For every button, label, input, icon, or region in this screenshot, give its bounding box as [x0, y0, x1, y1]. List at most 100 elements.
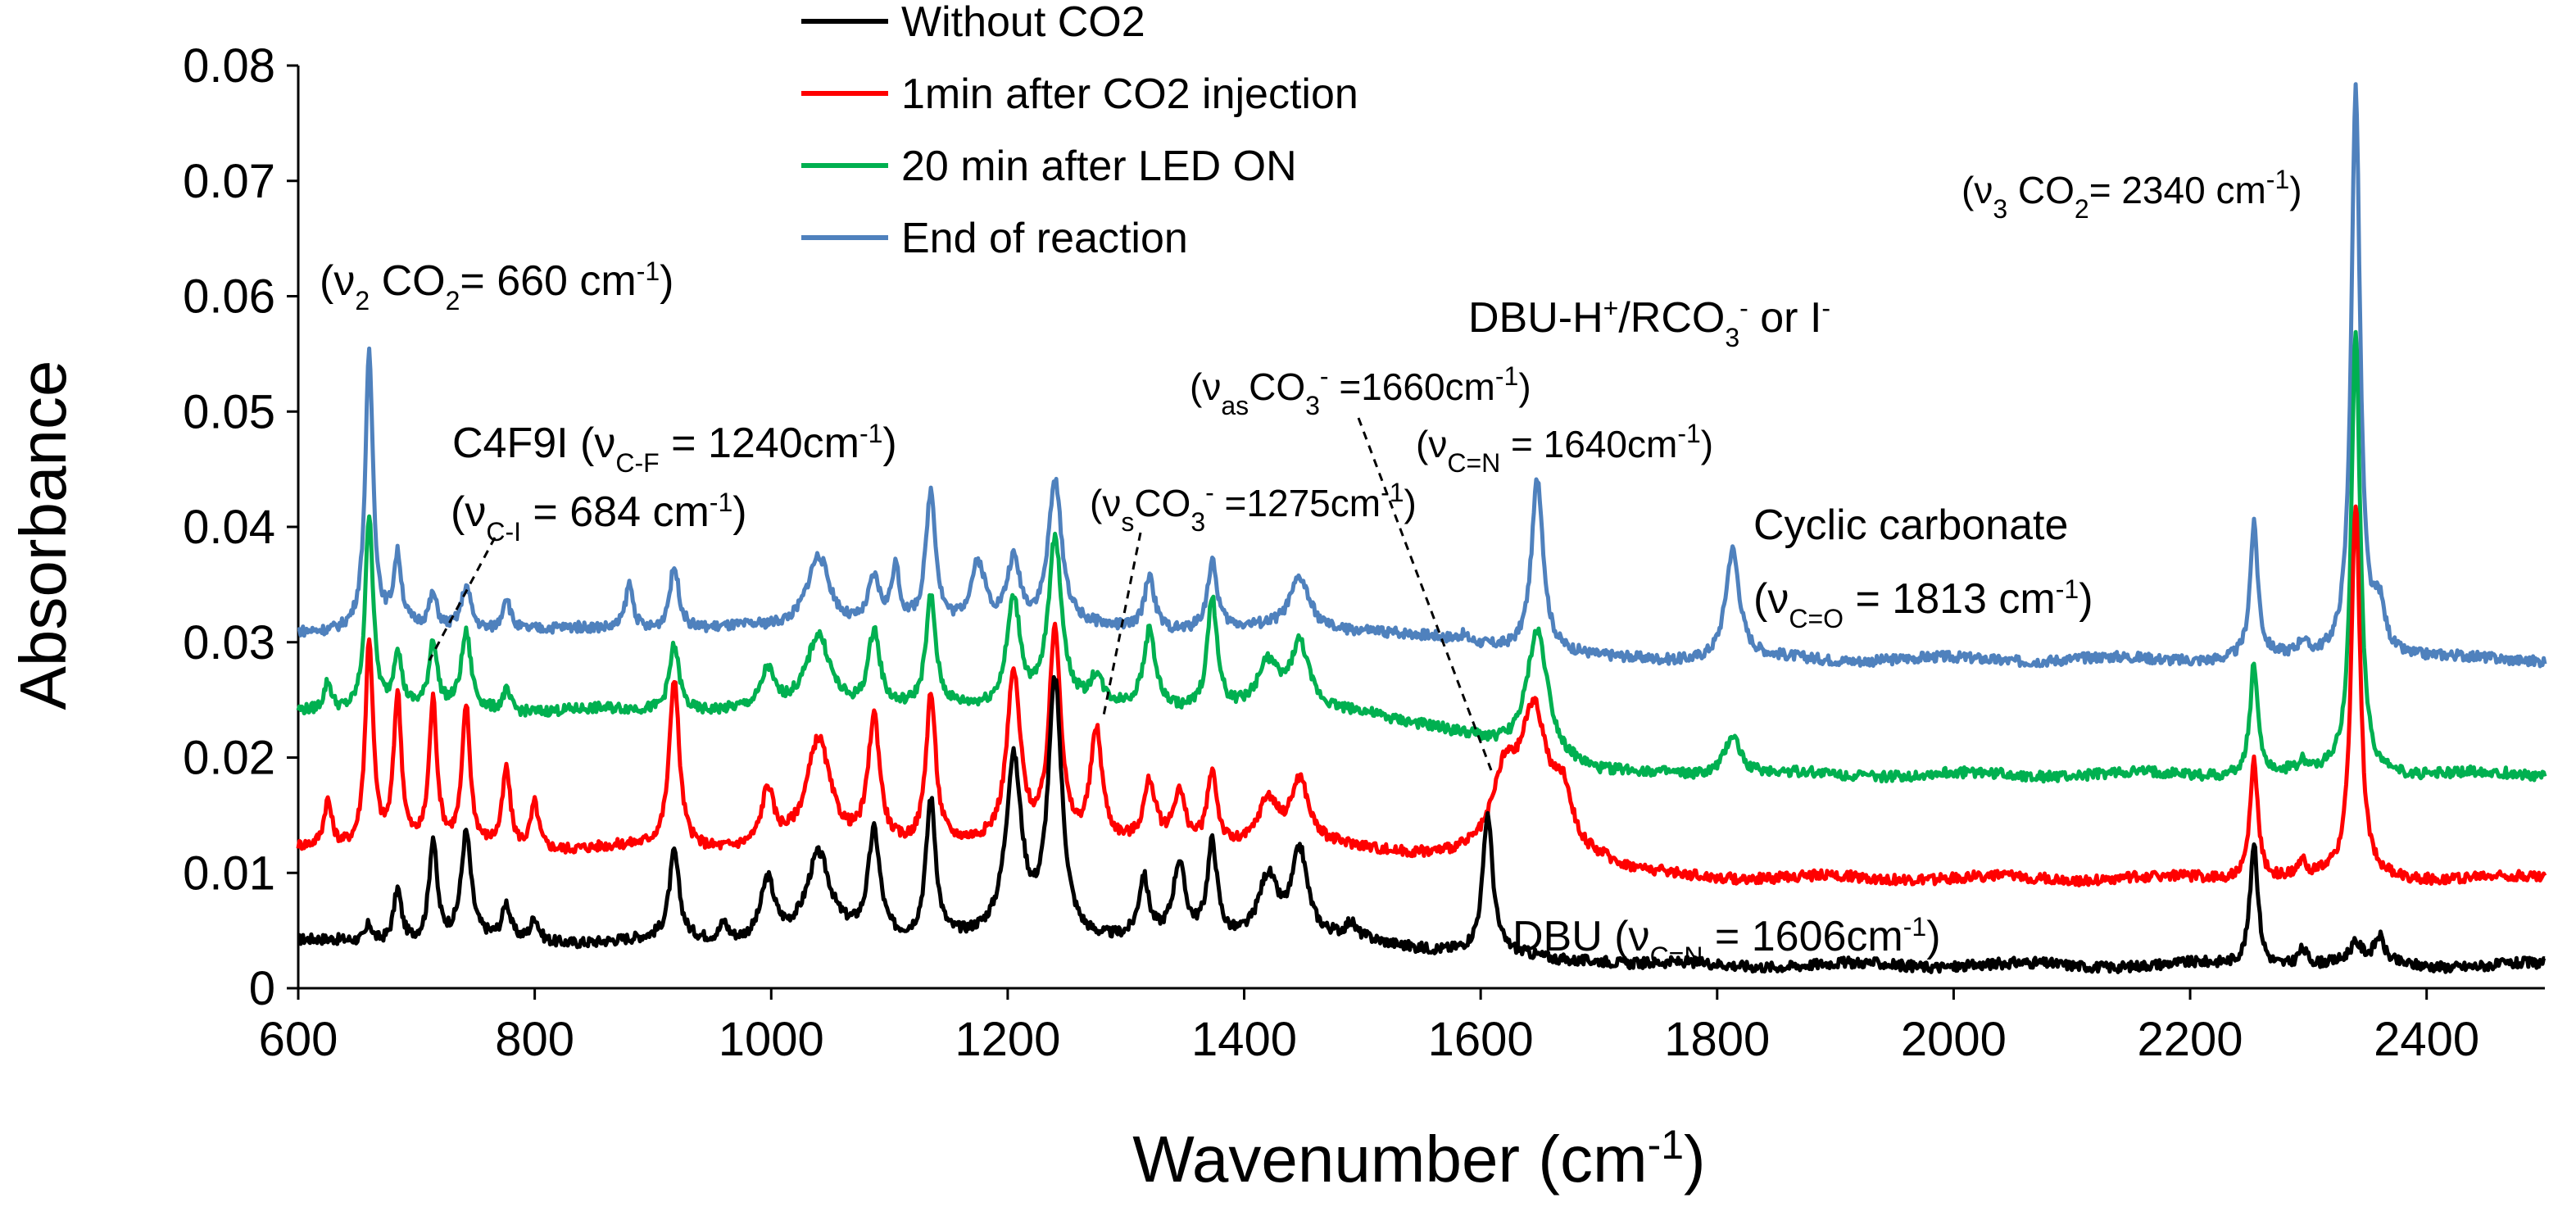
annotation-part: )	[1701, 423, 1713, 465]
annotation-part: -1	[1677, 419, 1700, 448]
annotation-part: )	[2079, 575, 2093, 623]
y-tick-label: 0.02	[183, 732, 275, 785]
annotation-part: -1	[2056, 574, 2079, 604]
annotation-part: CO	[2007, 169, 2075, 211]
annotation-part: -1	[1381, 478, 1404, 507]
annotation-part: = 1240cm	[660, 420, 859, 467]
annotation-part: 2	[446, 286, 460, 315]
annotation-part: Cyclic carbonate	[1753, 501, 2068, 549]
annotation-part: C4F9I (ν	[452, 420, 615, 467]
annotation-part: (ν	[1190, 365, 1221, 408]
annotation-part: )	[882, 420, 896, 467]
annotation-part: s	[1121, 507, 1134, 537]
annotation-7: (νC=N = 1640cm-1)	[1416, 419, 1713, 478]
x-axis-title: Wavenumber (cm-1)	[1132, 1122, 1705, 1196]
y-tick-label: 0.01	[183, 846, 275, 900]
annotation-5: DBU-H+/RCO3- or I-	[1468, 293, 1830, 352]
annotation-part: CO	[370, 257, 445, 305]
annotation-leader-1	[1101, 532, 1142, 720]
annotation-part: (ν	[320, 257, 355, 305]
annotation-part: -	[1739, 293, 1748, 323]
chart-legend: Without CO2 1min after CO2 injection 20 mi…	[801, 0, 1358, 262]
chart-axes: 0 0.01 0.02 0.03 0.04 0.05 0.06 0.07 0.08 600 800 1…	[183, 39, 2545, 1066]
annotation-part: 3	[1725, 323, 1739, 352]
annotation-leaders	[428, 417, 1493, 771]
annotation-leader-2	[1357, 417, 1493, 771]
annotation-part: =1660cm	[1329, 365, 1495, 408]
x-axis-title-sup: -1	[1648, 1122, 1684, 1168]
annotation-part: 2	[2075, 194, 2089, 224]
legend-label-0: Without CO2	[901, 0, 1145, 46]
y-tick-label: 0.04	[183, 501, 275, 554]
x-tick-label: 1400	[1191, 1013, 1297, 1066]
annotation-part: = 1640cm	[1500, 423, 1677, 465]
annotation-part: -1	[710, 488, 732, 517]
annotation-1: (ν3 CO2= 2340 cm-1)	[1961, 165, 2302, 224]
annotation-part: -1	[1495, 361, 1518, 391]
annotation-2: C4F9I (νC-F = 1240cm-1)	[452, 419, 897, 478]
annotation-part: )	[1404, 482, 1417, 524]
legend-label-1: 1min after CO2 injection	[901, 70, 1358, 118]
annotation-part: 2	[355, 286, 370, 315]
x-tick-label: 600	[259, 1013, 338, 1066]
x-tick-label: 800	[495, 1013, 574, 1066]
x-tick-label: 1000	[719, 1013, 824, 1066]
annotation-8: Cyclic carbonate	[1753, 501, 2068, 549]
chart-series	[296, 82, 2547, 974]
annotation-part: = 1813 cm	[1844, 575, 2056, 623]
y-tick-label: 0.07	[183, 155, 275, 208]
y-tick-label: 0.08	[183, 39, 275, 93]
annotation-part: as	[1221, 391, 1249, 420]
annotation-part: C=N	[1650, 942, 1703, 971]
annotation-part: (ν	[1416, 423, 1447, 465]
annotation-part: -	[1320, 361, 1329, 391]
x-tick-label: 2200	[2138, 1013, 2243, 1066]
annotation-part: 3	[1190, 507, 1205, 537]
annotation-part: C=N	[1447, 448, 1500, 478]
x-tick-label: 2000	[1901, 1013, 2007, 1066]
annotation-part: CO	[1134, 482, 1190, 524]
annotation-part: = 2340 cm	[2089, 169, 2266, 211]
annotation-10: DBU (νC=N = 1606cm-1)	[1512, 912, 1941, 971]
annotation-part: -1	[1903, 912, 1926, 942]
annotation-part: (ν	[1753, 575, 1789, 623]
annotation-part: )	[2289, 169, 2302, 211]
series-line-3	[297, 82, 2547, 669]
annotation-part: )	[1518, 365, 1531, 408]
y-tick-label: 0.05	[183, 385, 275, 438]
series-line-2	[296, 329, 2547, 784]
annotation-part: -1	[859, 419, 882, 448]
annotation-part: -	[1821, 293, 1830, 323]
annotation-part: (ν	[1961, 169, 1993, 211]
annotation-part: = 684 cm	[521, 488, 710, 536]
annotation-part: DBU-H	[1468, 294, 1603, 342]
annotation-part: (ν	[451, 488, 486, 536]
annotation-part: )	[660, 257, 673, 305]
series-line-0	[297, 674, 2547, 974]
x-tick-label: 1200	[955, 1013, 1060, 1066]
x-tick-label: 1600	[1428, 1013, 1534, 1066]
annotation-9: (νC=O = 1813 cm-1)	[1753, 574, 2093, 633]
annotation-part: /RCO	[1618, 294, 1725, 342]
annotation-6: (νasCO3- =1660cm-1)	[1190, 361, 1531, 420]
annotation-4: (νsCO3- =1275cm-1)	[1090, 478, 1417, 537]
y-tick-label: 0.03	[183, 616, 275, 669]
chart-annotations: (ν2 CO2= 660 cm-1)(ν3 CO2= 2340 cm-1)C4F…	[320, 165, 2302, 971]
annotation-part: -	[1205, 478, 1214, 507]
annotation-part: )	[1926, 913, 1940, 960]
y-axis-title: Absorbance	[7, 361, 79, 710]
annotation-part: -1	[637, 256, 660, 286]
annotation-part: +	[1603, 293, 1619, 323]
annotation-part: C=O	[1789, 604, 1844, 633]
x-axis-title-main: Wavenumber (cm	[1132, 1123, 1647, 1196]
annotation-part: = 660 cm	[460, 257, 636, 305]
annotation-part: DBU (ν	[1512, 913, 1650, 960]
annotation-part: C-F	[615, 448, 659, 478]
legend-label-3: End of reaction	[901, 215, 1188, 262]
annotation-part: = 1606cm	[1703, 913, 1903, 960]
annotation-part: 3	[1305, 391, 1320, 420]
y-tick-label: 0	[249, 962, 275, 1015]
y-tick-label: 0.06	[183, 270, 275, 324]
annotation-part: 3	[1993, 194, 2007, 224]
